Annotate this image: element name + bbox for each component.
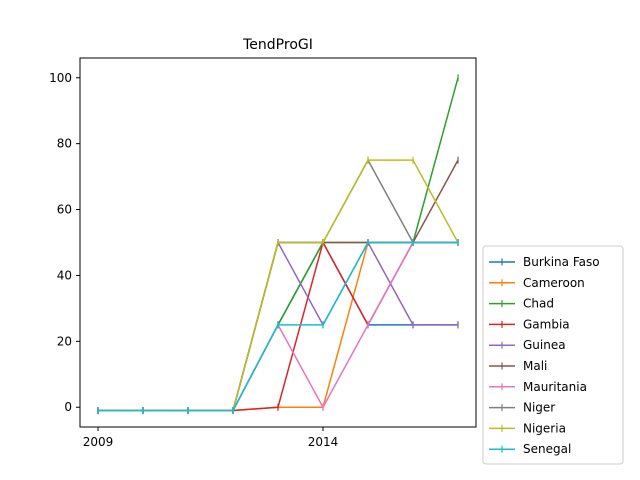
series-mali [97, 156, 459, 415]
y-tick-label: 20 [57, 334, 72, 348]
legend-label: Cameroon [523, 276, 585, 290]
series-senegal [97, 239, 459, 415]
y-tick-label: 60 [57, 203, 72, 217]
legend-label: Nigeria [523, 421, 566, 435]
legend-box [482, 245, 624, 465]
legend: Burkina Faso Cameroon Chad Gambia Guinea Mali… [482, 245, 624, 465]
legend-item: Chad [489, 297, 554, 311]
chart-title: TendProGI [242, 37, 313, 53]
series-niger [97, 156, 459, 415]
axes: 0 20 40 60 80 100 2009 2014 [49, 57, 477, 449]
y-tick-label: 80 [57, 137, 72, 151]
series-line [98, 159, 459, 412]
legend-label: Mauritania [523, 380, 587, 394]
legend-item: Guinea [489, 338, 566, 352]
y-tick-label: 40 [57, 268, 72, 282]
legend-item: Niger [489, 401, 555, 415]
y-tick-label: 0 [64, 400, 72, 414]
x-tick-label: 2014 [308, 435, 339, 449]
legend-label: Gambia [523, 317, 570, 331]
axes-frame [79, 57, 477, 428]
legend-item: Gambia [489, 317, 570, 331]
legend-label: Chad [523, 297, 554, 311]
x-tick-label: 2009 [83, 435, 114, 449]
legend-label: Burkina Faso [523, 255, 600, 269]
series-line [98, 159, 458, 412]
series-nigeria [97, 156, 459, 415]
legend-item: Mauritania [489, 380, 587, 394]
plot-area [97, 74, 459, 415]
legend-label: Mali [523, 359, 547, 373]
legend-item: Mali [489, 359, 547, 373]
legend-item: Senegal [489, 442, 571, 456]
series-line [98, 159, 459, 412]
legend-item: Cameroon [489, 276, 585, 290]
legend-label: Senegal [523, 442, 571, 456]
legend-label: Niger [523, 401, 555, 415]
legend-item: Burkina Faso [489, 255, 600, 269]
y-tick-label: 100 [49, 71, 72, 85]
legend-label: Guinea [523, 338, 566, 352]
legend-item: Nigeria [489, 421, 566, 435]
